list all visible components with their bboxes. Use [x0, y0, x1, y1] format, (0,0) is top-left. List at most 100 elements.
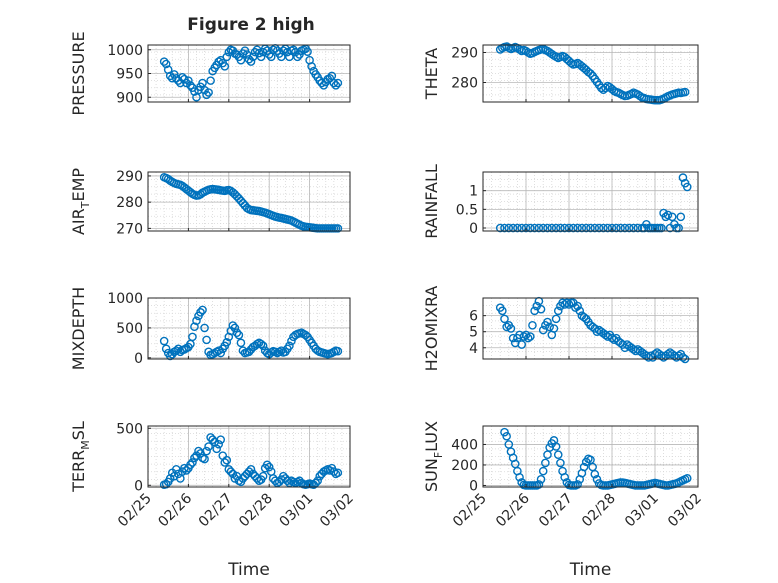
data-point [186, 81, 195, 90]
data-point [528, 320, 537, 330]
data-point [196, 308, 205, 317]
y-axis-label-theta: THETA [422, 48, 441, 100]
x-axis-label: Time [227, 560, 270, 580]
data-point [204, 88, 213, 97]
data-point [283, 476, 292, 486]
data-point [498, 306, 507, 316]
data-point [599, 223, 608, 233]
data-point [190, 453, 199, 463]
data-point [543, 317, 552, 327]
data-point [287, 336, 296, 346]
data-point [202, 446, 211, 456]
data-point [333, 346, 343, 356]
data-point [573, 301, 582, 311]
data-point [190, 87, 199, 96]
data-point [202, 90, 211, 100]
data-point [579, 462, 589, 472]
data-point [586, 69, 595, 78]
axes-box [147, 425, 351, 488]
y-axis-label-rainfall: RAINFALL [422, 164, 441, 239]
data-point [258, 471, 268, 481]
data-point [678, 173, 688, 182]
data-point [553, 450, 563, 460]
data-point [171, 346, 181, 355]
y-axis-label-sun_flux: SUNFLUX [422, 421, 445, 492]
data-point [495, 223, 505, 233]
data-point [317, 78, 327, 88]
data-point [208, 435, 217, 444]
y-axis-label-air_temp: AIRTEMP [69, 168, 92, 235]
axes-box [147, 171, 351, 232]
data-point [270, 476, 280, 486]
data-point [594, 223, 604, 233]
data-point [657, 223, 666, 233]
y-tick-label: 1000 [107, 43, 143, 59]
data-point [573, 223, 582, 233]
y-axis-label-mixdepth: MIXDEPTH [69, 287, 88, 370]
data-point [586, 223, 595, 233]
data-point [182, 466, 191, 475]
y-tick-label: 0 [469, 221, 478, 237]
data-point [307, 62, 316, 71]
y-axis-label-h2omixra: H2OMIXRA [422, 286, 441, 372]
data-point [329, 467, 339, 476]
data-point [547, 223, 557, 233]
data-point [562, 298, 572, 308]
data-point [256, 339, 266, 349]
axes-box [482, 171, 699, 232]
data-point [517, 340, 527, 349]
data-point [667, 212, 677, 222]
data-point [547, 49, 557, 59]
data-point [214, 439, 223, 449]
data-point [232, 328, 242, 337]
data-point [556, 223, 565, 233]
data-point [500, 427, 509, 437]
data-point [624, 223, 634, 233]
data-point [551, 442, 561, 451]
y-tick-label: 6 [469, 309, 478, 325]
data-point [592, 475, 602, 484]
data-point [577, 223, 587, 233]
data-point [560, 223, 570, 233]
axes-box [482, 44, 699, 103]
data-point [551, 223, 561, 233]
axes-box [482, 297, 699, 360]
data-point [500, 223, 509, 233]
data-point [212, 444, 221, 454]
data-point [279, 46, 288, 56]
data-point [616, 223, 625, 233]
data-point [232, 50, 242, 59]
data-point [682, 473, 692, 483]
y-tick-label: 1 [469, 184, 478, 200]
data-point [250, 47, 260, 57]
y-tick-label: 0 [134, 351, 143, 367]
y-tick-label: 500 [116, 321, 143, 337]
y-tick-label: 950 [116, 67, 143, 83]
y-tick-label: 4 [469, 341, 478, 357]
data-point [500, 314, 509, 324]
data-point [248, 52, 258, 62]
data-point [256, 52, 266, 62]
data-point [192, 316, 201, 326]
data-point [194, 446, 203, 456]
data-point [220, 62, 230, 71]
data-point [676, 212, 686, 222]
y-tick-label: 5 [469, 325, 478, 341]
data-point [519, 332, 529, 341]
data-point [538, 466, 548, 476]
axes-box [147, 297, 351, 360]
subplot-air_temp: 270 280 290 AIRTEMP [69, 168, 351, 237]
data-point [538, 223, 548, 233]
data-point [564, 223, 574, 233]
data-point [674, 223, 683, 233]
figure-title: Figure 2 high [187, 15, 315, 35]
data-point [553, 306, 563, 316]
subplot-mixdepth: 0 500 1000 MIXDEPTH [69, 287, 351, 370]
data-point [633, 223, 643, 233]
y-tick-label: 900 [116, 90, 143, 106]
data-point [293, 52, 302, 62]
data-point [502, 431, 511, 441]
data-point [536, 475, 546, 484]
data-point [331, 81, 341, 90]
